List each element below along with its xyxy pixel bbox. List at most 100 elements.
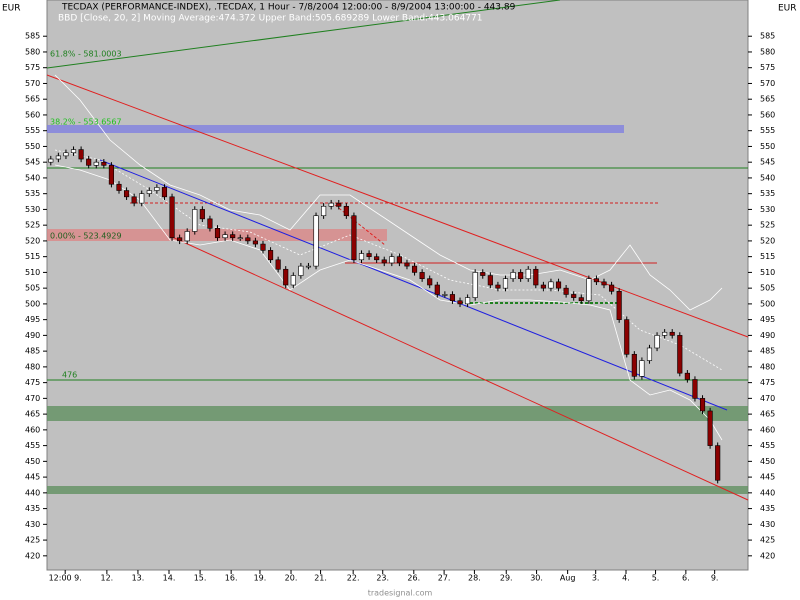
candle-body [609, 284, 615, 292]
level-band [47, 125, 624, 133]
y-tick-label: 440 [760, 488, 775, 497]
candle-body [624, 319, 630, 355]
candle-body [411, 265, 418, 273]
candle-body [616, 290, 622, 320]
candle-body [328, 202, 334, 207]
candle-body [677, 335, 683, 374]
y-tick-label: 430 [760, 520, 775, 529]
x-tick-label: 4. [622, 574, 630, 583]
y-tick-label: 560 [760, 110, 775, 119]
y-tick-label: 555 [25, 126, 40, 135]
candle-body [555, 281, 562, 289]
y-tick-label: 455 [25, 441, 40, 450]
y-tick-label: 490 [760, 331, 775, 340]
y-tick-label: 420 [760, 551, 775, 560]
candle-body [184, 231, 190, 242]
candle-body [495, 284, 501, 289]
annotation: 0.00% - 523.4929 [50, 232, 122, 241]
candle-body [154, 187, 160, 191]
candle-body [518, 272, 524, 280]
candle-body [366, 253, 372, 257]
x-tick-label: 9. [711, 574, 719, 583]
y-tick-label: 480 [25, 362, 40, 371]
candle-body [593, 278, 600, 283]
candle-body [586, 278, 592, 302]
annotation: 38.2% - 553.6567 [50, 118, 122, 127]
x-tick-label: 6. [682, 574, 690, 583]
y-tick-label: 475 [760, 378, 775, 387]
y-tick-label: 510 [25, 268, 40, 277]
candle-body [93, 161, 99, 166]
y-tick-label: 460 [25, 425, 40, 434]
candle-body [563, 287, 569, 295]
y-tick-label: 530 [25, 205, 40, 214]
y-tick-label: 435 [760, 504, 775, 513]
x-tick-label: 12:00 9. [49, 574, 82, 583]
chart-title: TECDAX (PERFORMANCE-INDEX), .TECDAX, 1 H… [61, 3, 516, 13]
candle-body [131, 196, 137, 204]
y-tick-label: 585 [25, 32, 40, 41]
candle-body [434, 284, 440, 295]
x-tick-label: 20. [285, 574, 298, 583]
y-tick-label: 450 [25, 457, 40, 466]
candle-body [510, 272, 516, 280]
x-tick-label: Aug [560, 574, 576, 583]
candle-body [662, 331, 668, 336]
candle-body [86, 158, 92, 166]
y-tick-label: 570 [25, 79, 40, 88]
trend-line [334, 204, 386, 246]
candle-body [63, 152, 69, 157]
candle-body [139, 193, 145, 204]
candle-body [465, 297, 471, 305]
level-band [47, 486, 748, 494]
y-tick-label: 565 [25, 95, 40, 104]
candle-body [502, 278, 509, 289]
y-tick-label: 515 [760, 252, 775, 261]
candle-body [654, 335, 660, 349]
x-tick-label: 26. [407, 574, 420, 583]
y-tick-label: 540 [760, 173, 775, 182]
candle-body [381, 259, 387, 264]
x-tick-label: 30. [530, 574, 543, 583]
y-tick-label: 505 [760, 284, 775, 293]
candle-body [245, 237, 251, 242]
y-tick-label: 425 [760, 536, 775, 545]
y-tick-label: 495 [25, 315, 40, 324]
candle-body [540, 284, 546, 289]
chart-subtitle: BBD [Close, 20, 2] Moving Average:474.37… [58, 14, 482, 24]
x-tick-label: 29. [500, 574, 513, 583]
candle-body [123, 190, 130, 198]
y-tick-label: 470 [25, 394, 40, 403]
y-tick-label: 460 [760, 425, 775, 434]
candle-body [214, 228, 221, 239]
candle-body [351, 215, 357, 261]
candle-body [601, 281, 607, 286]
trend-line [99, 159, 728, 411]
y-tick-label: 510 [760, 268, 775, 277]
candle-body [169, 196, 175, 239]
annotation: 61.8% - 581.0003 [50, 50, 122, 59]
y-tick-label: 505 [25, 284, 40, 293]
y-tick-label: 565 [760, 95, 775, 104]
candle-body [631, 353, 637, 377]
bollinger-band [54, 74, 723, 311]
y-tick-label: 500 [25, 299, 40, 308]
y-tick-label: 475 [25, 378, 40, 387]
y-tick-label: 525 [760, 221, 775, 230]
candle-body [419, 272, 425, 280]
y-tick-label: 575 [25, 63, 40, 72]
y-tick-label: 500 [760, 299, 775, 308]
candle-body [684, 372, 690, 380]
candle-body [161, 187, 168, 198]
candle-body [48, 158, 54, 163]
y-tick-label: 535 [760, 189, 775, 198]
candle-body [290, 275, 296, 286]
candle-body [578, 297, 584, 302]
annotation: 476 [62, 371, 77, 380]
candle-body [646, 347, 653, 361]
candle-body [707, 410, 713, 446]
x-tick-label: 16. [225, 574, 238, 583]
candle-body [487, 275, 493, 286]
y-tick-label: 485 [25, 347, 40, 356]
candle-body [55, 155, 61, 160]
